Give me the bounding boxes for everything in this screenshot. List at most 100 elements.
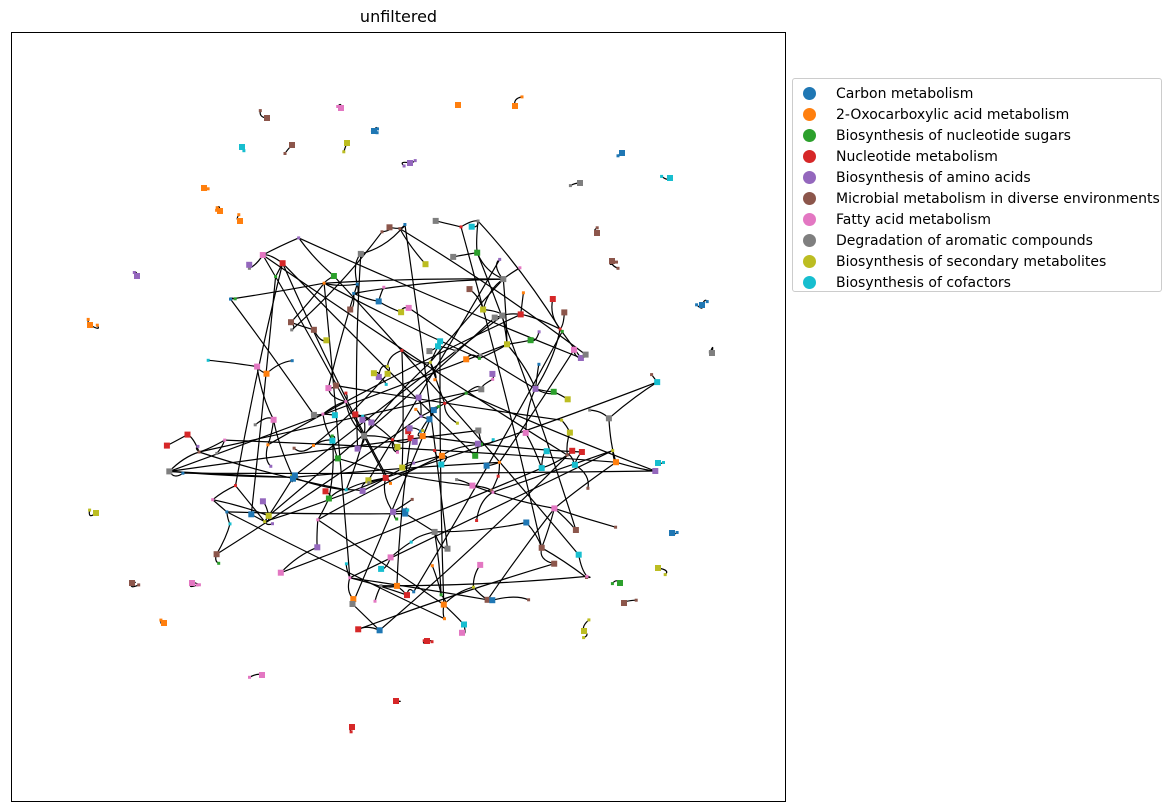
graph-node — [166, 468, 173, 475]
graph-edge — [234, 263, 284, 486]
graph-node — [422, 261, 429, 268]
graph-edge — [541, 547, 587, 578]
graph-node — [572, 527, 579, 533]
legend-marker — [803, 108, 816, 121]
graph-node — [386, 224, 393, 231]
graph-node — [344, 140, 350, 146]
graph-node — [439, 593, 443, 597]
graph-node — [211, 498, 215, 502]
graph-edge — [198, 451, 347, 491]
graph-node — [424, 638, 430, 644]
graph-node — [522, 429, 529, 436]
graph-node — [265, 512, 272, 519]
graph-node — [660, 174, 664, 178]
graph-edge — [169, 343, 508, 472]
graph-edge — [282, 262, 476, 457]
graph-node — [475, 427, 482, 434]
graph-node — [370, 370, 377, 377]
graph-node — [237, 213, 241, 217]
legend-entry-biosynthesis-of-amino-acids: Biosynthesis of amino acids — [803, 167, 1161, 188]
graph-node — [132, 271, 136, 274]
legend-entry-fatty-acid-metabolism: Fatty acid metabolism — [803, 209, 1161, 230]
graph-node — [489, 597, 496, 604]
graph-node — [419, 433, 426, 440]
graph-node — [433, 378, 437, 382]
graph-node — [437, 405, 441, 409]
graph-edge — [212, 499, 269, 517]
graph-node — [594, 230, 600, 236]
graph-node — [655, 565, 661, 571]
legend-marker — [803, 192, 816, 205]
graph-node — [247, 266, 251, 270]
graph-node — [564, 396, 571, 403]
graph-edge — [443, 604, 465, 625]
graph-edge — [401, 350, 404, 468]
graph-node — [419, 414, 423, 418]
graph-node — [196, 444, 200, 448]
graph-node — [512, 103, 518, 109]
graph-edge — [465, 392, 656, 472]
graph-node — [254, 363, 261, 370]
legend-marker — [803, 129, 816, 142]
graph-node — [437, 338, 444, 345]
graph-node — [350, 596, 357, 603]
legend-marker — [803, 255, 816, 268]
graph-node — [290, 475, 296, 482]
graph-edge — [198, 439, 225, 453]
graph-node — [367, 481, 371, 485]
graph-node — [334, 455, 341, 462]
graph-edge — [368, 381, 658, 484]
graph-node — [474, 249, 481, 256]
graph-node — [472, 452, 479, 459]
graph-node — [159, 618, 163, 622]
graph-node — [695, 303, 699, 307]
network-graph — [86, 95, 715, 734]
graph-node — [181, 471, 185, 475]
graph-node — [217, 561, 221, 565]
graph-node — [223, 438, 227, 442]
graph-node — [444, 545, 451, 552]
graph-node — [134, 273, 140, 279]
graph-edge — [477, 220, 561, 330]
graph-edge — [182, 470, 656, 475]
graph-node — [352, 411, 359, 418]
graph-edge — [264, 477, 386, 523]
graph-node — [352, 291, 356, 295]
graph-edge — [280, 467, 542, 574]
graph-node — [550, 388, 557, 395]
graph-node — [496, 474, 500, 478]
graph-node — [407, 160, 413, 166]
graph-node — [483, 462, 490, 469]
graph-node — [435, 343, 441, 350]
graph-node — [389, 481, 392, 485]
graph-node — [675, 531, 679, 534]
graph-node — [277, 569, 284, 576]
graph-edge — [212, 485, 236, 501]
graph-node — [411, 438, 418, 445]
graph-node — [375, 298, 382, 305]
graph-node — [650, 373, 654, 377]
graph-node — [289, 142, 295, 148]
graph-node — [585, 574, 589, 578]
graph-node — [662, 461, 665, 464]
graph-node — [258, 109, 262, 113]
graph-edge — [498, 349, 575, 463]
graph-node — [438, 452, 445, 459]
graph-node — [403, 223, 407, 226]
graph-node — [422, 639, 426, 643]
graph-node — [129, 581, 133, 585]
graph-edge — [353, 278, 504, 294]
graph-node — [384, 382, 388, 386]
graph-edge — [497, 462, 501, 477]
graph-edge — [280, 546, 318, 574]
legend-label: Biosynthesis of cofactors — [836, 274, 1011, 291]
graph-edge — [460, 226, 543, 548]
graph-node — [400, 348, 404, 352]
graph-edge — [357, 563, 555, 630]
graph-node — [297, 236, 301, 240]
graph-node — [338, 105, 344, 111]
graph-node — [476, 219, 480, 223]
graph-edge — [282, 262, 392, 484]
graph-node — [518, 266, 522, 270]
graph-node — [234, 484, 237, 488]
